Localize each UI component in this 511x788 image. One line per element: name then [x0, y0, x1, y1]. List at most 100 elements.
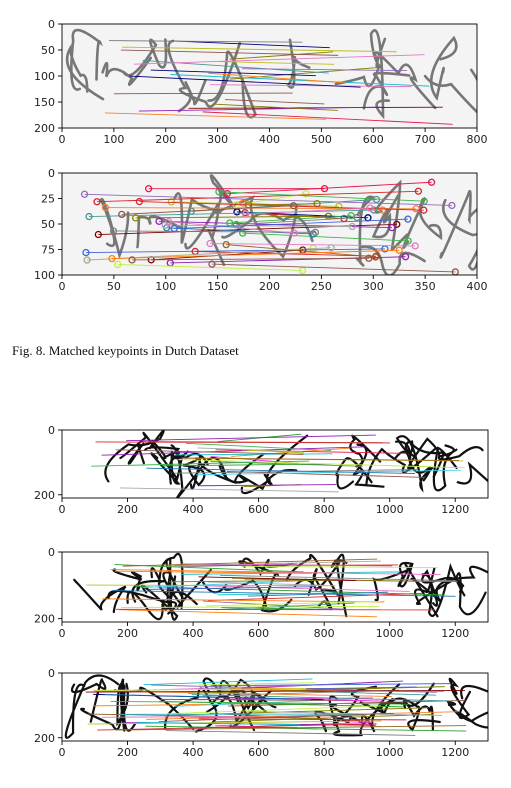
keypoint-marker	[411, 242, 419, 250]
match-line	[121, 605, 380, 608]
match-line	[178, 459, 465, 469]
match-line	[143, 678, 313, 686]
handwriting-stroke	[413, 567, 453, 606]
match-line	[129, 75, 361, 88]
match-line	[150, 69, 316, 77]
handwriting-stroke	[423, 68, 477, 114]
match-line	[212, 103, 338, 111]
handwriting-stroke	[104, 430, 165, 483]
handwriting-stroke	[460, 685, 488, 700]
keypoint-marker	[311, 228, 320, 237]
match-line	[226, 244, 376, 258]
match-line	[121, 205, 294, 215]
match-line	[213, 713, 434, 723]
x-tick-label: 800	[314, 746, 335, 759]
handwriting-stroke	[150, 450, 189, 485]
match-line	[229, 215, 352, 224]
x-tick-label: 400	[467, 280, 488, 293]
match-line	[242, 232, 409, 242]
figure-caption: Fig. 8. Matched keypoints in Dutch Datas…	[12, 343, 239, 358]
match-line	[86, 584, 336, 587]
x-tick-label: 200	[117, 503, 138, 516]
y-tick-label: 0	[48, 18, 55, 31]
y-tick-label: 200	[34, 122, 55, 135]
x-tick-label: 400	[183, 503, 204, 516]
handwriting-stroke	[439, 189, 477, 259]
x-tick-label: 350	[415, 280, 436, 293]
x-tick-label: 0	[59, 280, 66, 293]
match-line	[210, 683, 451, 687]
match-line	[119, 609, 378, 618]
match-line	[174, 218, 408, 229]
match-line	[115, 608, 435, 611]
handwriting-stroke	[328, 695, 394, 737]
handwriting-stroke	[402, 699, 434, 731]
match-line	[122, 558, 378, 567]
keypoint-marker	[222, 240, 230, 249]
keypoint-marker	[170, 224, 178, 233]
keypoint-marker	[132, 214, 140, 222]
x-tick-label: 600	[248, 746, 269, 759]
match-line	[215, 602, 355, 611]
handwriting-stroke	[116, 682, 137, 732]
handwriting-stroke	[383, 697, 441, 732]
match-line	[119, 487, 339, 493]
match-line	[210, 461, 363, 467]
handwriting-stroke	[373, 50, 437, 110]
match-line	[242, 565, 438, 568]
match-line	[165, 224, 353, 227]
match-line	[85, 689, 465, 693]
handwriting-stroke	[70, 28, 103, 91]
x-tick-label: 200	[117, 746, 138, 759]
handwriting-stroke	[101, 56, 153, 86]
handwriting-stroke	[207, 50, 257, 119]
match-line	[113, 92, 293, 95]
keypoint-marker	[118, 210, 126, 219]
keypoint-marker	[82, 248, 90, 257]
y-tick-label: 150	[34, 96, 55, 109]
keypoint-marker	[83, 256, 91, 264]
x-tick-label: 400	[183, 746, 204, 759]
handwriting-stroke	[410, 565, 488, 603]
keypoint-marker	[395, 246, 403, 254]
match-line	[104, 112, 326, 120]
handwriting-stroke	[122, 38, 168, 77]
match-line	[208, 72, 347, 84]
keypoint-marker	[85, 212, 93, 221]
keypoint-marker	[239, 229, 247, 237]
keypoint-marker	[414, 187, 423, 195]
keypoint-marker	[378, 206, 387, 214]
signature-image	[62, 173, 477, 275]
match-line	[115, 449, 304, 455]
handwriting-stroke	[454, 572, 487, 616]
x-tick-label: 1000	[376, 746, 404, 759]
x-tick-label: 0	[59, 746, 66, 759]
match-line	[171, 201, 339, 207]
x-tick-label: 50	[107, 280, 121, 293]
keypoint-marker	[347, 211, 355, 220]
y-tick-label: 0	[48, 667, 55, 680]
handwriting-stroke	[65, 43, 105, 101]
match-line	[188, 686, 445, 694]
match-line	[196, 469, 461, 476]
x-tick-label: 600	[248, 627, 269, 640]
x-tick-label: 400	[183, 627, 204, 640]
y-tick-label: 100	[34, 269, 55, 282]
match-line	[146, 467, 416, 474]
x-tick-label: 200	[117, 627, 138, 640]
keypoint-marker	[206, 239, 214, 248]
x-tick-label: 0	[59, 503, 66, 516]
handwriting-stroke	[240, 434, 309, 495]
handwriting-stroke	[395, 435, 434, 493]
x-tick-label: 0	[59, 627, 66, 640]
match-line	[126, 434, 376, 442]
x-tick-label: 1200	[441, 627, 469, 640]
x-tick-label: 500	[311, 133, 332, 146]
y-tick-label: 75	[41, 244, 55, 257]
signature-image	[62, 552, 488, 622]
match-line	[216, 726, 298, 729]
match-line	[199, 484, 337, 487]
match-line	[148, 586, 316, 590]
keypoint-marker	[448, 201, 456, 210]
match-line	[168, 579, 350, 583]
